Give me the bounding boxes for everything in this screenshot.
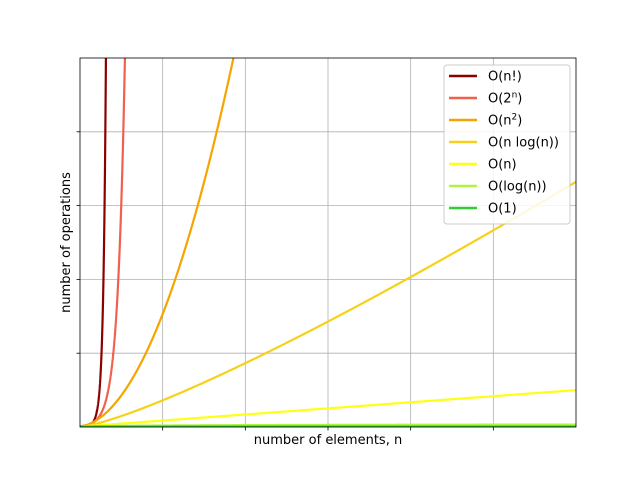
legend-label-text: O(n	[488, 114, 512, 129]
axis-ticks	[76, 131, 494, 431]
legend-label-tail: )	[517, 92, 522, 107]
plot-frame	[79, 57, 577, 428]
legend-label-text: O(n!)	[488, 70, 522, 85]
legend-label-text: O(log(n))	[488, 180, 547, 195]
legend-label-text: O(2	[488, 92, 512, 107]
legend-label-text: O(1)	[488, 202, 517, 217]
legend-label-linearithmic: O(n log(n))	[488, 136, 559, 151]
legend-label-text: O(n log(n))	[488, 136, 559, 151]
series-group	[80, 58, 576, 427]
series-line-logarithmic	[80, 423, 576, 427]
legend-label-superscript: 2	[512, 113, 518, 123]
legend-label-quadratic: O(n2)	[488, 113, 522, 129]
grid	[80, 58, 576, 427]
legend-label-factorial: O(n!)	[488, 70, 522, 85]
y-axis-label: number of operations	[59, 172, 74, 313]
legend-label-text: O(n)	[488, 158, 517, 173]
legend-frame	[443, 64, 571, 225]
legend-label-tail: )	[517, 114, 522, 129]
x-axis-label: number of elements, n	[254, 433, 402, 448]
legend-label-superscript: n	[512, 91, 518, 101]
legend-label-constant: O(1)	[488, 202, 517, 217]
legend-label-linear: O(n)	[488, 158, 517, 173]
legend: O(n!)O(2n)O(n2)O(n log(n))O(n)O(log(n))O…	[443, 64, 571, 225]
legend-label-exponential: O(2n)	[488, 91, 522, 107]
legend-label-logarithmic: O(log(n))	[488, 180, 547, 195]
series-line-linear	[80, 389, 576, 427]
series-line-quadratic	[80, 58, 235, 427]
series-line-linearithmic	[80, 180, 576, 427]
